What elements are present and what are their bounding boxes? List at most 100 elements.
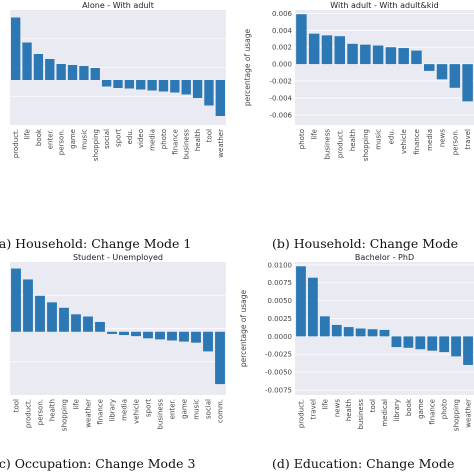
x-tick-label: sport [115, 129, 123, 147]
x-tick-label: photo [160, 129, 168, 149]
bar-music [372, 45, 384, 65]
x-tick-label: product. [336, 129, 344, 158]
subfigure-caption: (c) Occupation: Change Mode 3 [0, 456, 195, 471]
x-tick-label: health [49, 399, 57, 421]
bar-finance [411, 50, 422, 65]
x-tick-label: life [73, 399, 81, 410]
x-tick-label: sport [145, 399, 153, 417]
bar-travel [308, 277, 318, 337]
bar-product [23, 279, 33, 332]
chart-panel-2: With adult - With adult&kid 0.006 0.004 0.0… [243, 1, 474, 251]
x-tick-label: game [69, 129, 77, 149]
x-tick-label: life [24, 129, 32, 140]
y-tick-label: 0.0050 [268, 297, 293, 305]
bar-product [334, 36, 345, 65]
bar-library [391, 336, 402, 348]
y-tick-label: 0.0025 [268, 315, 293, 323]
bar-sport [143, 331, 153, 339]
bar-health [343, 327, 354, 337]
y-tick-label: 0.002 [272, 44, 292, 52]
bar-book [403, 336, 414, 348]
x-tick-label: business [183, 129, 191, 160]
bar-tool [11, 268, 21, 332]
x-tick-label: photo [441, 399, 449, 419]
bar-music [79, 66, 89, 80]
x-tick-label: library [393, 399, 401, 422]
bar-life [319, 316, 330, 337]
bar-comm [215, 331, 225, 385]
bar-media [119, 331, 129, 336]
x-tick-label: game [417, 399, 425, 419]
subfigure-caption: (a) Household: Change Mode 1 [0, 236, 191, 251]
bar-library [107, 331, 117, 334]
x-tick-label: business [323, 129, 331, 160]
y-tick-label: -0.0050 [265, 369, 292, 377]
x-tick-label: travel [309, 399, 317, 419]
x-tick-label: finance [413, 129, 421, 155]
chart-panel-1: Alone - With adult product. life book enter.… [0, 1, 226, 251]
x-tick-label: news [333, 399, 341, 417]
y-tick-label: -0.002 [269, 78, 292, 86]
bar-photo [439, 336, 450, 353]
x-tick-label: news [439, 129, 447, 147]
x-tick-label: music [80, 129, 88, 150]
subfigure-caption: (d) Education: Change Mode [272, 456, 454, 471]
bar-person [35, 295, 45, 332]
chart-title: With adult - With adult&kid [330, 1, 438, 10]
bar-game [67, 65, 78, 80]
bar-vehicle [131, 331, 141, 337]
bar-photo [158, 80, 169, 92]
x-tick-label: social [103, 129, 111, 149]
x-tick-label: medical [381, 399, 389, 427]
x-tick-label: media [121, 399, 129, 421]
x-tick-label: life [311, 129, 319, 140]
x-tick-label: life [321, 399, 329, 410]
x-tick-label: edu. [387, 129, 395, 144]
x-tick-label: photo [298, 129, 306, 149]
y-tick-label: 0.0000 [268, 333, 293, 341]
bar-shopping [360, 44, 371, 65]
bar-health [47, 302, 57, 332]
y-tick-label: 0.006 [272, 10, 293, 18]
chart-title: Alone - With adult [82, 1, 154, 10]
bar-weather [463, 336, 473, 365]
chart-panel-4: Bachelor - PhD 0.0100 0.0075 0.0050 0.0025 0.… [239, 253, 474, 471]
bar-news [331, 324, 342, 337]
bar-person [449, 64, 461, 88]
x-tick-label: book [405, 398, 413, 416]
x-tick-label: health [345, 399, 353, 421]
x-tick-label: finance [97, 399, 105, 425]
x-tick-label: tool [13, 399, 21, 412]
x-tick-label: media [426, 129, 434, 151]
x-tick-label: product. [297, 399, 305, 428]
x-tick-label: edu. [126, 129, 134, 144]
x-tick-label: vehicle [400, 129, 408, 154]
bar-news [436, 64, 448, 80]
x-tick-label: health [349, 129, 357, 151]
bar-tool [204, 80, 214, 106]
y-tick-label: -0.006 [269, 111, 292, 119]
bar-edu [124, 80, 135, 89]
x-tick-label: comm. [217, 399, 225, 423]
bar-music [191, 331, 201, 343]
bar-social [101, 80, 112, 87]
chart-title: Bachelor - PhD [355, 253, 414, 262]
x-tick-label: weather [217, 129, 225, 158]
x-tick-label: music [375, 129, 383, 150]
bar-shopping [90, 68, 100, 80]
bar-finance [170, 80, 180, 93]
y-tick-label: 0.0100 [268, 261, 293, 269]
bar-business [181, 80, 191, 95]
x-tick-label: shopping [453, 399, 461, 431]
bar-medical [379, 329, 390, 337]
bar-enter [45, 59, 55, 80]
bar-product [11, 17, 21, 80]
x-tick-label: finance [429, 399, 437, 425]
bar-finance [95, 321, 105, 332]
bar-health [347, 43, 358, 65]
bar-life [22, 42, 32, 80]
x-tick-label: tool [205, 129, 213, 142]
bar-media [424, 64, 435, 71]
x-tick-label: product. [12, 129, 20, 158]
